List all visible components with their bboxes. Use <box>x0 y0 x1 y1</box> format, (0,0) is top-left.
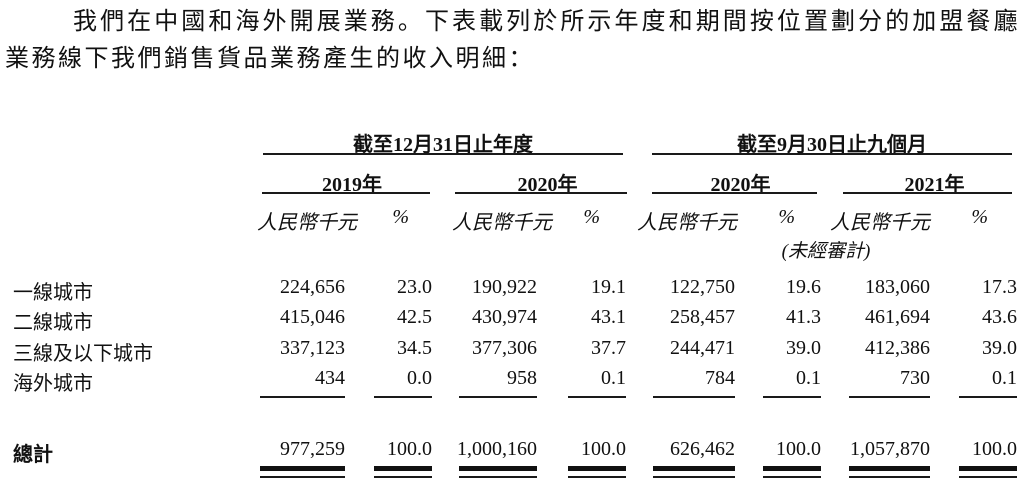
period-annual-underline <box>263 153 623 155</box>
period-header-annual: 截至12月31日止年度 <box>353 134 533 156</box>
cell-value: 258,457 <box>670 306 735 328</box>
cell-value: 0.0 <box>407 367 432 389</box>
total-double-rule <box>459 466 537 471</box>
cell-value: 43.6 <box>982 306 1017 328</box>
total-value: 1,057,870 <box>850 438 930 460</box>
year-2019-underline <box>262 192 430 194</box>
cell-value: 730 <box>900 367 930 389</box>
total-value: 977,259 <box>280 438 345 460</box>
cell-value: 39.0 <box>982 337 1017 359</box>
cell-value: 0.1 <box>992 367 1017 389</box>
unit-header-9m-2020: 人民幣千元 <box>637 212 737 234</box>
unit-header-2020: 人民幣千元 <box>452 212 552 234</box>
year-header-2019: 2019年 <box>322 174 382 196</box>
column-underline <box>459 396 537 398</box>
percent-header-2019: % <box>392 206 409 228</box>
year-header-9m-2021: 2021年 <box>904 174 965 196</box>
total-double-rule <box>568 476 626 478</box>
cell-value: 19.6 <box>786 276 821 298</box>
period-nine-months-underline <box>652 153 1012 155</box>
total-double-rule <box>568 466 626 471</box>
cell-value: 784 <box>705 367 735 389</box>
total-double-rule <box>374 476 432 478</box>
column-underline <box>653 396 735 398</box>
column-underline <box>849 396 930 398</box>
total-double-rule <box>959 476 1017 478</box>
year-9m-2021-underline <box>843 192 1012 194</box>
cell-value: 190,922 <box>472 276 537 298</box>
year-header-9m-2020: 2020年 <box>710 174 771 196</box>
unaudited-note: (未經審計) <box>781 241 871 262</box>
cell-value: 39.0 <box>786 337 821 359</box>
cell-value: 412,386 <box>865 337 930 359</box>
column-underline <box>763 396 821 398</box>
total-double-rule <box>849 466 930 471</box>
total-double-rule <box>260 476 345 478</box>
cell-value: 434 <box>315 367 345 389</box>
year-9m-2020-underline <box>652 192 817 194</box>
cell-value: 244,471 <box>670 337 735 359</box>
total-value: 100.0 <box>387 438 432 460</box>
total-value: 626,462 <box>670 438 735 460</box>
cell-value: 224,656 <box>280 276 345 298</box>
total-value: 100.0 <box>581 438 626 460</box>
cell-value: 42.5 <box>397 306 432 328</box>
cell-value: 34.5 <box>397 337 432 359</box>
cell-value: 337,123 <box>280 337 345 359</box>
total-double-rule <box>959 466 1017 471</box>
total-value: 100.0 <box>972 438 1017 460</box>
column-underline <box>959 396 1017 398</box>
year-header-2020: 2020年 <box>517 174 578 196</box>
total-double-rule <box>849 476 930 478</box>
period-header-nine-months: 截至9月30日止九個月 <box>737 134 927 156</box>
total-double-rule <box>653 476 735 478</box>
percent-header-9m-2020: % <box>778 206 795 228</box>
unit-header-9m-2021: 人民幣千元 <box>830 212 930 234</box>
total-value: 1,000,160 <box>457 438 537 460</box>
total-double-rule <box>374 466 432 471</box>
column-underline <box>260 396 345 398</box>
cell-value: 183,060 <box>865 276 930 298</box>
year-2020-underline <box>455 192 627 194</box>
column-underline <box>568 396 626 398</box>
total-double-rule <box>459 476 537 478</box>
cell-value: 37.7 <box>591 337 626 359</box>
total-double-rule <box>763 476 821 478</box>
cell-value: 0.1 <box>796 367 821 389</box>
intro-paragraph: 我們在中國和海外開展業務。下表載列於所示年度和期間按位置劃分的加盟餐廳業務線下我… <box>5 9 1020 72</box>
total-double-rule <box>260 466 345 471</box>
cell-value: 19.1 <box>591 276 626 298</box>
row-label-tier2: 二線城市 <box>13 312 93 334</box>
column-underline <box>374 396 432 398</box>
row-label-overseas: 海外城市 <box>13 373 93 395</box>
row-label-total: 總計 <box>13 444 53 466</box>
percent-header-9m-2021: % <box>971 206 988 228</box>
unit-header-2019: 人民幣千元 <box>257 212 357 234</box>
total-double-rule <box>763 466 821 471</box>
total-double-rule <box>653 466 735 471</box>
cell-value: 122,750 <box>670 276 735 298</box>
total-value: 100.0 <box>776 438 821 460</box>
cell-value: 958 <box>507 367 537 389</box>
cell-value: 43.1 <box>591 306 626 328</box>
cell-value: 377,306 <box>472 337 537 359</box>
cell-value: 23.0 <box>397 276 432 298</box>
row-label-tier3-below: 三線及以下城市 <box>13 343 153 365</box>
cell-value: 461,694 <box>865 306 930 328</box>
cell-value: 0.1 <box>601 367 626 389</box>
cell-value: 41.3 <box>786 306 821 328</box>
cell-value: 17.3 <box>982 276 1017 298</box>
row-label-tier1: 一線城市 <box>13 282 93 304</box>
cell-value: 415,046 <box>280 306 345 328</box>
percent-header-2020: % <box>583 206 600 228</box>
cell-value: 430,974 <box>472 306 537 328</box>
